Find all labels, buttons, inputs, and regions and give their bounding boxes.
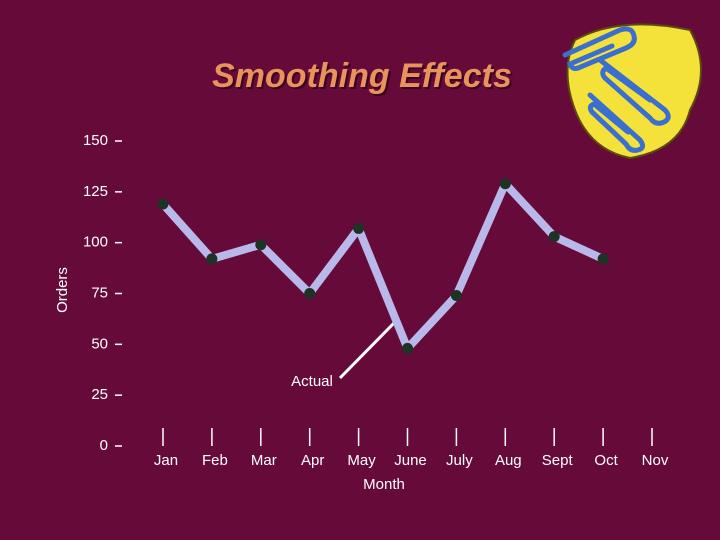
clip-art (562, 23, 702, 160)
y-tick-label: 50 (91, 335, 108, 352)
y-tick-label: 75 (91, 284, 108, 301)
y-tick-label: 125 (83, 183, 108, 200)
data-point (450, 290, 462, 302)
data-point (548, 231, 560, 243)
y-tick-label: 25 (91, 386, 108, 403)
data-line (159, 179, 608, 353)
data-point (353, 222, 365, 234)
x-tick-label: May (347, 452, 376, 469)
annotation: Actual (291, 373, 333, 390)
x-tick-label: Mar (251, 452, 277, 469)
x-axis-label: Month (363, 476, 405, 493)
data-point (157, 198, 169, 210)
y-axis-label: Orders (54, 267, 71, 313)
x-tick-label: Oct (594, 452, 618, 469)
x-tick-label: Sept (542, 452, 574, 469)
x-tick-label: Feb (202, 452, 228, 469)
x-tick-label: July (446, 452, 473, 469)
x-tick-label: Nov (642, 452, 669, 469)
x-tick-label: Apr (301, 452, 324, 469)
chart-title: Smoothing Effects (212, 57, 512, 95)
paperclips (562, 26, 671, 153)
data-point (402, 342, 413, 354)
y-tick-label: 100 (83, 234, 108, 251)
x-tick-label: Jan (154, 452, 178, 469)
data-point (597, 253, 609, 265)
x-tick-label: June (394, 452, 427, 469)
data-point (206, 253, 218, 265)
annotation-pointer (338, 320, 397, 380)
data-point (255, 239, 267, 251)
chart-title-shadow: Smoothing Effects (214, 59, 514, 97)
x-tick-label: Aug (495, 452, 522, 469)
y-tick-label: 0 (100, 437, 108, 454)
data-point (304, 288, 316, 299)
y-tick-label: 150 (83, 132, 108, 149)
data-point (499, 178, 511, 190)
